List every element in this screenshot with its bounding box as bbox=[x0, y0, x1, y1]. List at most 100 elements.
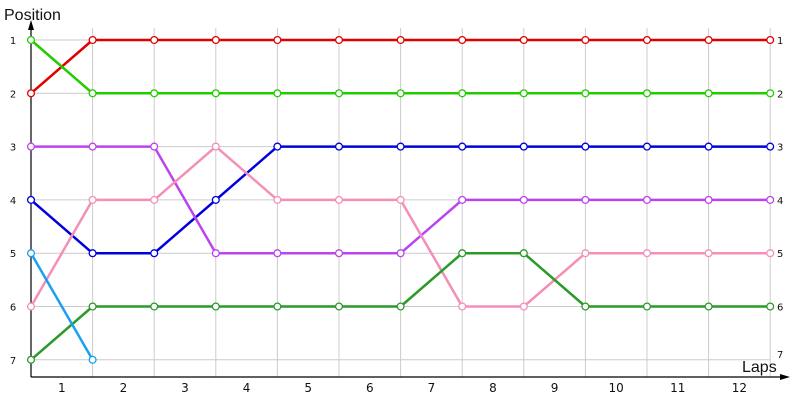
series-5 bbox=[26, 249, 775, 364]
series-4-point-12 bbox=[766, 249, 775, 258]
series-lines bbox=[26, 35, 775, 364]
series-4-point-1 bbox=[88, 195, 97, 204]
series-0-point-5 bbox=[334, 35, 344, 45]
series-0-point-3 bbox=[211, 35, 220, 45]
series-5-point-4 bbox=[273, 302, 282, 311]
series-1-point-10 bbox=[642, 89, 652, 98]
y-tick-label-2: 2 bbox=[10, 89, 16, 100]
x-tick-label-12: 12 bbox=[732, 381, 747, 395]
x-tick-label-11: 11 bbox=[670, 381, 685, 395]
series-2-point-10 bbox=[642, 142, 652, 151]
x-tick-label-5: 5 bbox=[304, 381, 312, 395]
series-2-point-6 bbox=[396, 142, 405, 151]
series-1-point-2 bbox=[150, 89, 159, 98]
series-3-point-12 bbox=[766, 195, 775, 204]
series-5-point-0 bbox=[26, 355, 36, 364]
series-4-point-7 bbox=[458, 302, 467, 311]
series-2-point-1 bbox=[88, 249, 97, 258]
series-4-point-8 bbox=[519, 302, 528, 311]
series-3-point-1 bbox=[88, 142, 97, 151]
series-4-point-10 bbox=[642, 249, 652, 258]
series-1-point-9 bbox=[581, 89, 590, 98]
series-4-point-6 bbox=[396, 195, 405, 204]
series-3-point-0 bbox=[26, 142, 36, 151]
series-5-point-10 bbox=[642, 302, 652, 311]
series-0 bbox=[26, 35, 775, 98]
end-label-7: 7 bbox=[777, 350, 783, 361]
x-tick-label-8: 8 bbox=[489, 381, 497, 395]
series-1-point-0 bbox=[26, 35, 36, 45]
series-0-point-6 bbox=[396, 35, 405, 45]
y-tick-label-5: 5 bbox=[10, 249, 16, 260]
series-0-point-10 bbox=[642, 35, 652, 45]
series-0-point-4 bbox=[273, 35, 282, 45]
series-0-point-2 bbox=[150, 35, 159, 45]
series-3-point-10 bbox=[642, 195, 652, 204]
series-4-point-2 bbox=[150, 195, 159, 204]
series-2-point-4 bbox=[273, 142, 282, 151]
y-tick-labels: 1 2 3 4 5 6 7 bbox=[10, 36, 16, 367]
series-6-line bbox=[29, 252, 94, 361]
series-3-point-5 bbox=[334, 249, 344, 258]
series-1-point-3 bbox=[211, 89, 220, 98]
x-axis-arrow bbox=[780, 374, 790, 380]
series-3-point-11 bbox=[704, 195, 713, 204]
series-6 bbox=[26, 249, 97, 364]
series-2-point-2 bbox=[150, 249, 159, 258]
series-3-point-3 bbox=[211, 249, 220, 258]
series-1-point-8 bbox=[519, 89, 528, 98]
right-end-labels: 1 2 3 4 5 6 7 bbox=[777, 36, 783, 361]
x-tick-label-1: 1 bbox=[58, 381, 66, 395]
series-3-point-2 bbox=[150, 142, 159, 151]
y-tick-label-7: 7 bbox=[10, 356, 16, 367]
series-4-point-4 bbox=[273, 195, 282, 204]
series-5-point-3 bbox=[211, 302, 220, 311]
series-4-point-0 bbox=[26, 302, 36, 311]
end-label-6: 6 bbox=[777, 303, 783, 314]
series-3-point-8 bbox=[519, 195, 528, 204]
series-6-point-1 bbox=[88, 355, 97, 364]
series-5-point-12 bbox=[766, 302, 775, 311]
series-0-point-1 bbox=[88, 35, 97, 45]
series-5-point-1 bbox=[88, 302, 97, 311]
x-tick-label-10: 10 bbox=[609, 381, 624, 395]
series-0-point-0 bbox=[26, 89, 36, 98]
x-tick-label-6: 6 bbox=[366, 381, 374, 395]
series-0-point-7 bbox=[458, 35, 467, 45]
series-4-point-5 bbox=[334, 195, 344, 204]
series-5-point-6 bbox=[396, 302, 405, 311]
series-3-point-7 bbox=[458, 195, 467, 204]
series-4-point-11 bbox=[704, 249, 713, 258]
x-tick-label-3: 3 bbox=[181, 381, 189, 395]
series-1-point-5 bbox=[334, 89, 344, 98]
series-5-point-9 bbox=[581, 302, 590, 311]
y-tick-label-1: 1 bbox=[10, 36, 16, 47]
end-label-5: 5 bbox=[777, 249, 783, 260]
series-0-point-11 bbox=[704, 35, 713, 45]
series-1-point-6 bbox=[396, 89, 405, 98]
x-tick-label-4: 4 bbox=[243, 381, 251, 395]
series-3-point-9 bbox=[581, 195, 590, 204]
series-0-point-8 bbox=[519, 35, 528, 45]
series-1-point-1 bbox=[88, 89, 97, 98]
x-tick-label-9: 9 bbox=[551, 381, 559, 395]
series-5-point-11 bbox=[704, 302, 713, 311]
series-2-point-0 bbox=[26, 195, 36, 204]
x-tick-labels: 1 2 3 4 5 6 7 8 9 10 11 12 bbox=[58, 381, 747, 395]
series-1-point-11 bbox=[704, 89, 713, 98]
end-label-2: 2 bbox=[777, 89, 783, 100]
series-5-point-7 bbox=[458, 249, 467, 258]
series-4-point-3 bbox=[211, 142, 220, 151]
series-2-point-7 bbox=[458, 142, 467, 151]
end-label-4: 4 bbox=[777, 196, 783, 207]
series-0-point-9 bbox=[581, 35, 590, 45]
series-2-point-9 bbox=[581, 142, 590, 151]
y-tick-label-6: 6 bbox=[10, 303, 16, 314]
series-2-point-8 bbox=[519, 142, 528, 151]
series-5-point-5 bbox=[334, 302, 344, 311]
series-3-point-6 bbox=[396, 249, 405, 258]
y-tick-label-4: 4 bbox=[10, 196, 16, 207]
end-label-3: 3 bbox=[777, 143, 783, 154]
x-tick-label-7: 7 bbox=[428, 381, 436, 395]
